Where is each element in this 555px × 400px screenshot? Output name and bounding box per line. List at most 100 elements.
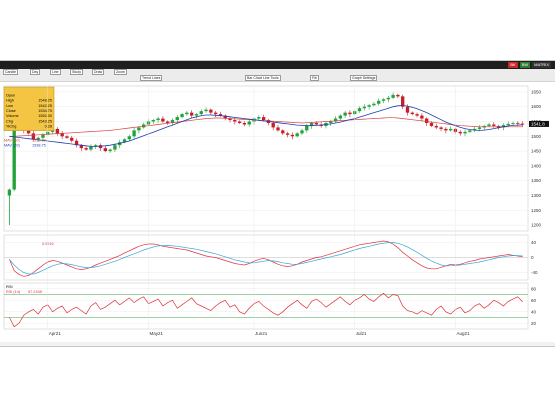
candle-body <box>333 118 338 122</box>
price-tick-label: 1300 <box>531 193 542 198</box>
info-box-value: 1548.25 <box>38 99 52 103</box>
candle-body <box>189 112 194 116</box>
candle-body <box>338 115 343 119</box>
candle-body <box>357 108 362 112</box>
chart-canvas: 1650160015501500145014001350130012501200… <box>3 85 549 336</box>
candle-body <box>444 128 448 131</box>
info-box-value: 1542.25 <box>38 104 52 108</box>
candle-body <box>516 122 520 124</box>
candle-body <box>367 105 371 107</box>
candle-body <box>300 130 304 134</box>
candle-body <box>242 122 247 125</box>
candle-body <box>108 149 112 152</box>
matrix-button[interactable]: MATRIX <box>532 62 551 68</box>
candle-body <box>506 123 510 126</box>
price-tick-label: 1200 <box>531 223 542 228</box>
bw-button[interactable]: BW <box>519 62 531 68</box>
candle-body <box>281 130 285 134</box>
candle-body <box>472 128 477 131</box>
candle-body <box>329 121 333 123</box>
candle-body <box>213 112 218 115</box>
candle-body <box>463 131 467 134</box>
candle-body <box>137 127 141 131</box>
month-label: Jul21 <box>356 331 367 336</box>
candle-body <box>180 114 184 118</box>
candle-body <box>424 118 429 123</box>
candle-body <box>127 136 131 140</box>
toolbar-item-study[interactable]: Study <box>70 69 83 75</box>
rsi-title: RSI <box>6 284 13 289</box>
candle-body <box>405 106 410 113</box>
candle-body <box>381 99 386 101</box>
candle-body <box>113 145 117 150</box>
candle-body <box>55 128 60 134</box>
toolbar-item-fib[interactable]: Fib <box>310 75 319 81</box>
toolbar-item-line[interactable]: Line <box>50 69 61 75</box>
rsi-tick-label: 60 <box>531 298 537 303</box>
candle-body <box>468 130 472 132</box>
toolbar-item-day[interactable]: Day <box>30 69 41 75</box>
rsi-tick-label: 40 <box>531 309 537 314</box>
candle-body <box>396 94 400 97</box>
candle-body <box>65 136 69 138</box>
indicator-value: 1532.09 <box>32 139 46 143</box>
window-buttons: BK BW MATRIX <box>508 62 551 68</box>
candle-body <box>31 133 36 140</box>
price-tick-label: 1350 <box>531 178 542 183</box>
candle-body <box>415 114 419 116</box>
candle-body <box>386 97 390 100</box>
rsi-line <box>9 292 523 328</box>
candle-body <box>520 123 525 125</box>
candle-body <box>233 120 237 122</box>
status-bar <box>0 342 555 346</box>
candle-body <box>257 117 261 119</box>
info-box-value: 0.28 <box>45 125 52 129</box>
price-tick-label: 1600 <box>531 104 542 109</box>
candle-body <box>12 118 16 190</box>
toolbar-item-zoom[interactable]: Zoom <box>114 69 127 75</box>
candle-body <box>26 130 31 134</box>
price-tick-label: 1400 <box>531 163 542 168</box>
candle-body <box>410 112 414 115</box>
x-axis: Apr21May21Jun21Jul21Aug21Sep21Oct21 <box>47 86 470 336</box>
candle-body <box>161 118 165 122</box>
toolbar-item-bar-chart-line-tools[interactable]: Bar Chart Line Tools <box>245 75 281 81</box>
toolbar-item-trend-lines[interactable]: Trend Lines <box>140 75 163 81</box>
info-box-label: Low <box>6 104 13 108</box>
candle-body <box>94 145 98 147</box>
candle-body <box>218 114 223 116</box>
candle-body <box>74 140 79 146</box>
candle-body <box>501 125 506 128</box>
candle-body <box>199 111 203 115</box>
candle-body <box>348 112 352 115</box>
last-price-tag <box>529 120 549 127</box>
toolbar-item-candle[interactable]: Candle <box>3 69 19 75</box>
candle-body <box>36 137 40 140</box>
candle-body <box>290 134 295 137</box>
toolbar-item-graph-settings[interactable]: Graph Settings <box>350 75 378 81</box>
bk-button[interactable]: BK <box>508 62 518 68</box>
candle-body <box>309 122 314 126</box>
oscillator-line-red <box>9 240 523 277</box>
oscillator-line-blue <box>9 242 523 275</box>
info-box-value: 1543.25 <box>38 119 52 123</box>
month-label: Jun21 <box>255 331 268 336</box>
candle-body <box>511 122 515 124</box>
toolbar-item-draw[interactable]: Draw <box>92 69 105 75</box>
candle-body <box>223 115 227 119</box>
candle-body <box>391 94 395 98</box>
month-label: May21 <box>149 331 163 336</box>
info-box-label: High <box>6 99 14 103</box>
oscillator-panel: 400-400.0016 <box>3 234 538 281</box>
last-price-label: 1541.8 <box>531 121 545 126</box>
oscillator-tick-label: -40 <box>531 270 538 275</box>
rsi-tick-label: 80 <box>531 286 537 291</box>
candle-body <box>151 120 155 122</box>
candle-body <box>228 118 232 121</box>
candle-body <box>175 117 179 121</box>
indicator-label: MAV (20) <box>4 144 20 148</box>
candle-body <box>372 103 376 106</box>
candle-body <box>477 127 482 129</box>
candle-body <box>343 112 347 116</box>
info-box-label: Open <box>6 93 15 97</box>
